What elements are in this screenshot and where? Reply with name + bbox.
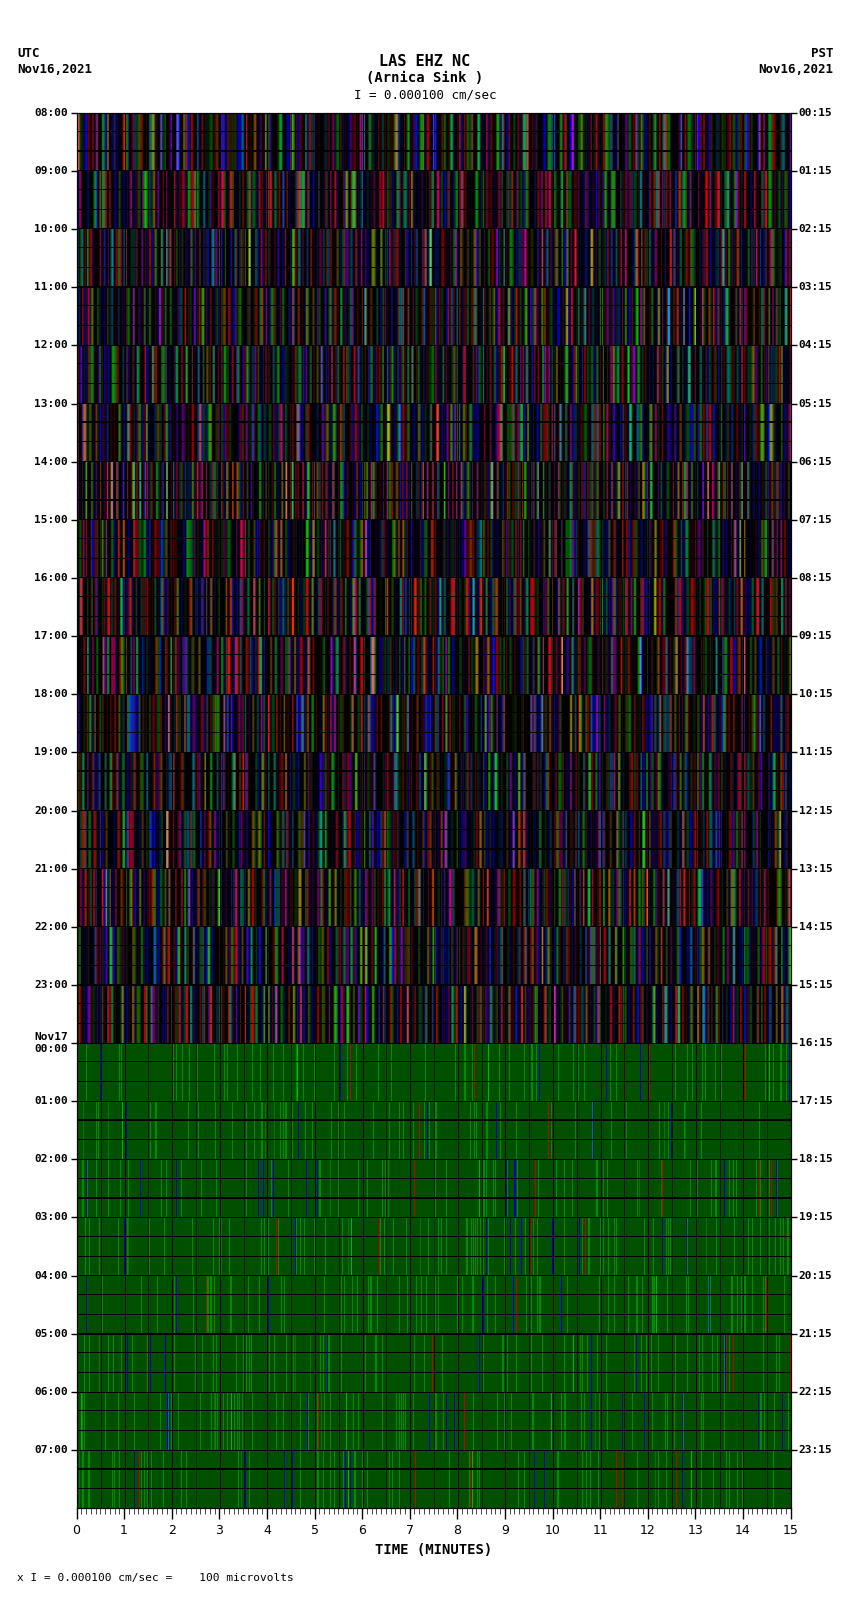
Text: x I = 0.000100 cm/sec =    100 microvolts: x I = 0.000100 cm/sec = 100 microvolts (17, 1573, 294, 1582)
Text: I = 0.000100 cm/sec: I = 0.000100 cm/sec (354, 89, 496, 102)
Text: LAS EHZ NC: LAS EHZ NC (379, 55, 471, 69)
X-axis label: TIME (MINUTES): TIME (MINUTES) (375, 1542, 492, 1557)
Text: Nov16,2021: Nov16,2021 (758, 63, 833, 76)
Text: (Arnica Sink ): (Arnica Sink ) (366, 71, 484, 85)
Text: Nov16,2021: Nov16,2021 (17, 63, 92, 76)
Text: UTC: UTC (17, 47, 39, 60)
Text: PST: PST (811, 47, 833, 60)
